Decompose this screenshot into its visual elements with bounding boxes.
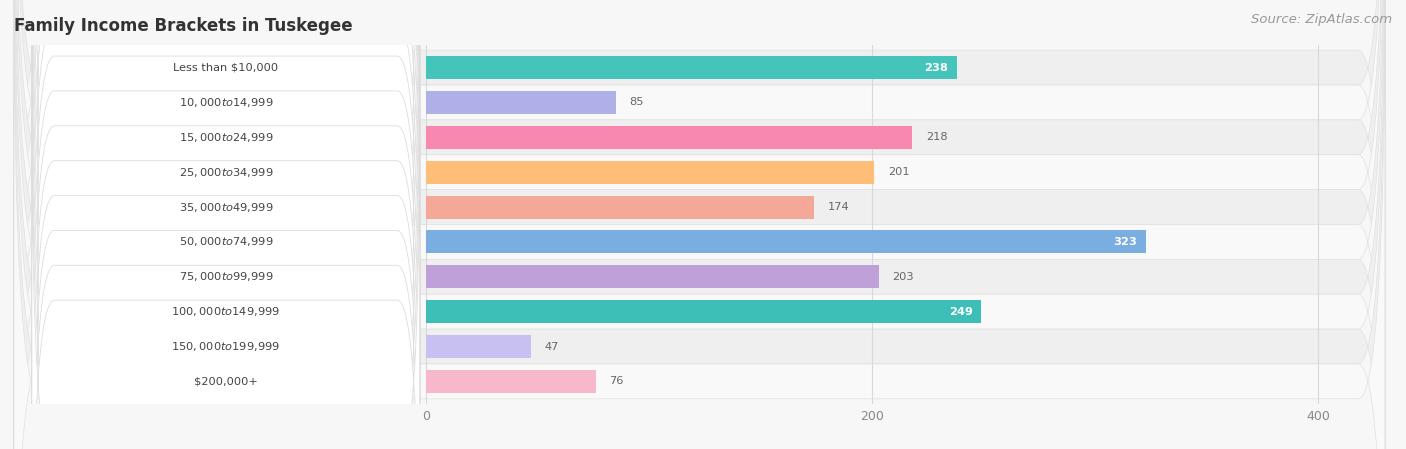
- Bar: [426, 126, 912, 149]
- Text: 323: 323: [1114, 237, 1137, 247]
- Text: Family Income Brackets in Tuskegee: Family Income Brackets in Tuskegee: [14, 17, 353, 35]
- FancyBboxPatch shape: [14, 0, 1385, 449]
- FancyBboxPatch shape: [14, 0, 1385, 449]
- Text: $75,000 to $99,999: $75,000 to $99,999: [179, 270, 273, 283]
- FancyBboxPatch shape: [32, 0, 420, 440]
- FancyBboxPatch shape: [32, 0, 420, 335]
- Bar: [426, 196, 814, 219]
- Text: $150,000 to $199,999: $150,000 to $199,999: [172, 340, 280, 353]
- FancyBboxPatch shape: [32, 44, 420, 449]
- Text: $100,000 to $149,999: $100,000 to $149,999: [172, 305, 280, 318]
- Text: 76: 76: [609, 376, 624, 387]
- Bar: [426, 91, 616, 114]
- Text: 203: 203: [893, 272, 914, 282]
- Text: $200,000+: $200,000+: [194, 376, 257, 387]
- FancyBboxPatch shape: [14, 0, 1385, 449]
- Text: 249: 249: [949, 307, 973, 317]
- FancyBboxPatch shape: [14, 0, 1385, 449]
- Bar: [426, 300, 981, 323]
- FancyBboxPatch shape: [32, 0, 420, 370]
- Text: 238: 238: [924, 62, 948, 73]
- Text: Less than $10,000: Less than $10,000: [173, 62, 278, 73]
- Text: 85: 85: [630, 97, 644, 107]
- FancyBboxPatch shape: [32, 0, 420, 449]
- FancyBboxPatch shape: [14, 0, 1385, 449]
- FancyBboxPatch shape: [32, 114, 420, 449]
- FancyBboxPatch shape: [32, 0, 420, 449]
- FancyBboxPatch shape: [14, 0, 1385, 449]
- FancyBboxPatch shape: [14, 0, 1385, 449]
- Bar: [426, 161, 875, 184]
- Text: 218: 218: [925, 132, 948, 142]
- FancyBboxPatch shape: [14, 0, 1385, 449]
- Bar: [426, 335, 531, 358]
- Text: Source: ZipAtlas.com: Source: ZipAtlas.com: [1251, 13, 1392, 26]
- Text: 174: 174: [828, 202, 849, 212]
- Text: $25,000 to $34,999: $25,000 to $34,999: [179, 166, 273, 179]
- Text: 201: 201: [887, 167, 910, 177]
- FancyBboxPatch shape: [14, 0, 1385, 449]
- FancyBboxPatch shape: [32, 79, 420, 449]
- Text: $15,000 to $24,999: $15,000 to $24,999: [179, 131, 273, 144]
- Text: 47: 47: [544, 342, 560, 352]
- Text: $10,000 to $14,999: $10,000 to $14,999: [179, 96, 273, 109]
- Bar: [426, 56, 957, 79]
- FancyBboxPatch shape: [32, 0, 420, 405]
- Text: $35,000 to $49,999: $35,000 to $49,999: [179, 201, 273, 214]
- FancyBboxPatch shape: [32, 9, 420, 449]
- FancyBboxPatch shape: [14, 0, 1385, 449]
- Bar: [426, 230, 1146, 253]
- Text: $50,000 to $74,999: $50,000 to $74,999: [179, 235, 273, 248]
- Bar: [426, 265, 879, 288]
- Bar: [426, 370, 596, 393]
